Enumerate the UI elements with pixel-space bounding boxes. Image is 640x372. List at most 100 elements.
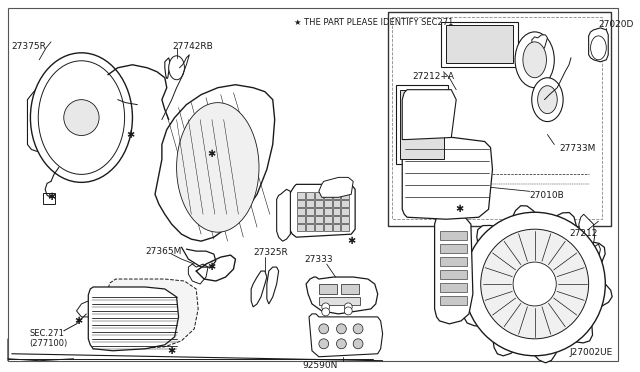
- Polygon shape: [251, 271, 267, 307]
- Bar: [333, 208, 340, 215]
- Bar: [440, 283, 467, 292]
- Polygon shape: [402, 135, 493, 219]
- Bar: [324, 200, 332, 207]
- Bar: [333, 216, 340, 223]
- Text: 27325R: 27325R: [253, 248, 288, 257]
- Polygon shape: [392, 17, 602, 219]
- Bar: [440, 296, 467, 305]
- Bar: [306, 200, 314, 207]
- Polygon shape: [155, 85, 275, 241]
- Text: ✱: ✱: [455, 204, 463, 214]
- Ellipse shape: [337, 339, 346, 349]
- Ellipse shape: [513, 262, 556, 306]
- Ellipse shape: [322, 308, 330, 316]
- Polygon shape: [579, 214, 595, 254]
- Bar: [333, 224, 340, 231]
- Bar: [446, 25, 513, 63]
- Text: 27212: 27212: [569, 229, 597, 238]
- Bar: [442, 22, 518, 67]
- Text: ✱: ✱: [168, 346, 176, 356]
- Bar: [297, 192, 305, 199]
- Text: J27002UE: J27002UE: [570, 348, 613, 357]
- Bar: [341, 192, 349, 199]
- Polygon shape: [8, 339, 74, 361]
- Polygon shape: [77, 301, 92, 317]
- Bar: [297, 200, 305, 207]
- Ellipse shape: [319, 324, 329, 334]
- Text: 27733M: 27733M: [559, 144, 596, 154]
- Polygon shape: [276, 189, 291, 241]
- Ellipse shape: [322, 303, 330, 311]
- Bar: [440, 270, 467, 279]
- Text: 92590N: 92590N: [302, 361, 337, 370]
- Ellipse shape: [319, 339, 329, 349]
- Text: SEC.271: SEC.271: [29, 329, 64, 338]
- Bar: [341, 200, 349, 207]
- Text: ✱: ✱: [207, 262, 215, 272]
- Bar: [306, 216, 314, 223]
- Polygon shape: [458, 206, 612, 363]
- Ellipse shape: [337, 324, 346, 334]
- Bar: [440, 231, 467, 240]
- Bar: [333, 192, 340, 199]
- Bar: [341, 284, 359, 294]
- Ellipse shape: [344, 303, 352, 311]
- Bar: [333, 200, 340, 207]
- Polygon shape: [165, 58, 170, 79]
- Ellipse shape: [169, 56, 184, 80]
- Polygon shape: [188, 264, 208, 284]
- Bar: [306, 208, 314, 215]
- Bar: [341, 208, 349, 215]
- Bar: [297, 216, 305, 223]
- Polygon shape: [435, 214, 473, 324]
- Text: (277100): (277100): [29, 339, 68, 348]
- Text: 27333: 27333: [304, 255, 333, 264]
- Bar: [400, 90, 444, 160]
- Bar: [324, 208, 332, 215]
- Text: ★ THE PART PLEASE IDENTIFY SEC271: ★ THE PART PLEASE IDENTIFY SEC271: [294, 18, 454, 27]
- Bar: [440, 244, 467, 253]
- Bar: [440, 257, 467, 266]
- Polygon shape: [449, 207, 463, 227]
- Polygon shape: [108, 279, 198, 349]
- Polygon shape: [319, 177, 353, 197]
- Ellipse shape: [591, 36, 606, 60]
- Polygon shape: [589, 28, 608, 62]
- Bar: [319, 297, 360, 305]
- Ellipse shape: [523, 42, 547, 78]
- Bar: [396, 85, 449, 164]
- Bar: [341, 224, 349, 231]
- Bar: [324, 216, 332, 223]
- Polygon shape: [402, 90, 456, 140]
- Bar: [341, 216, 349, 223]
- Bar: [315, 208, 323, 215]
- Bar: [324, 224, 332, 231]
- Ellipse shape: [177, 103, 259, 232]
- Ellipse shape: [515, 32, 554, 88]
- Bar: [297, 224, 305, 231]
- Text: 27365M: 27365M: [145, 247, 182, 256]
- Ellipse shape: [353, 324, 363, 334]
- Text: ✱: ✱: [47, 192, 55, 202]
- Ellipse shape: [64, 100, 99, 135]
- Bar: [306, 192, 314, 199]
- Bar: [315, 200, 323, 207]
- Text: ✱: ✱: [207, 150, 215, 160]
- Polygon shape: [306, 277, 378, 314]
- Text: ✱: ✱: [74, 316, 83, 326]
- Text: ✱: ✱: [347, 236, 355, 246]
- Polygon shape: [28, 88, 41, 151]
- Polygon shape: [532, 35, 547, 52]
- Bar: [306, 224, 314, 231]
- Bar: [297, 208, 305, 215]
- Ellipse shape: [538, 86, 557, 113]
- Bar: [315, 224, 323, 231]
- Bar: [315, 216, 323, 223]
- Ellipse shape: [532, 78, 563, 122]
- Text: 27742RB: 27742RB: [173, 42, 213, 51]
- Text: 27375R: 27375R: [12, 42, 47, 51]
- Polygon shape: [267, 267, 278, 304]
- Ellipse shape: [38, 61, 125, 174]
- Bar: [319, 284, 337, 294]
- Polygon shape: [287, 185, 355, 237]
